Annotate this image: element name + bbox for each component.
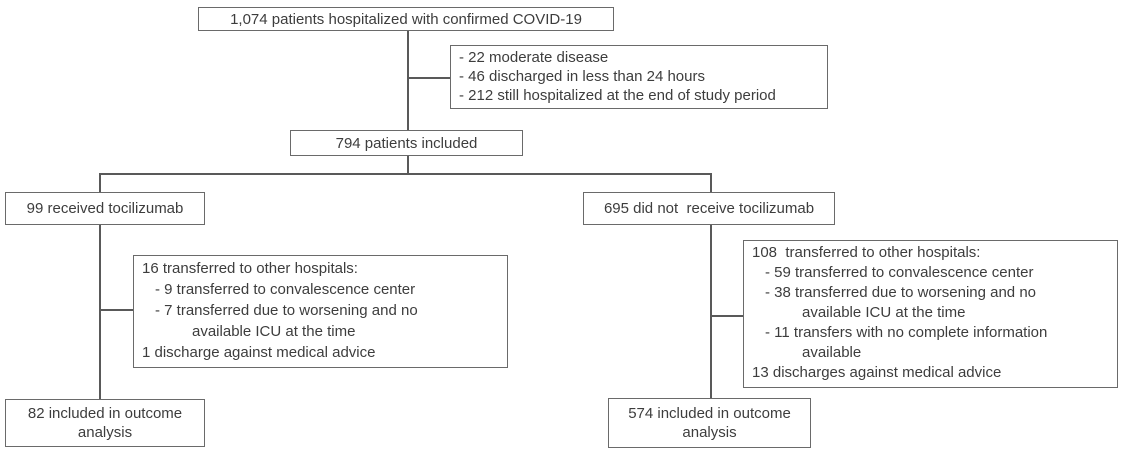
- connector-right-exclusion-horizontal: [710, 315, 743, 317]
- connector-top-vertical: [407, 30, 409, 130]
- exclusion-line: - 212 still hospitalized at the end of s…: [459, 87, 776, 104]
- exclusion-line: 13 discharges against medical advice: [752, 364, 1002, 381]
- included-box-label: 794 patients included: [335, 134, 478, 152]
- exclusion-line: 16 transferred to other hospitals:: [142, 260, 358, 277]
- tocilizumab-box-label: 99 received tocilizumab: [26, 200, 184, 217]
- exclusion-line: available: [802, 344, 862, 361]
- exclusion-top-box: - 22 moderate disease - 46 discharged in…: [450, 45, 828, 109]
- exclusion-line: - 9 transferred to convalescence center: [155, 281, 416, 298]
- connector-left-spine-vertical: [99, 225, 101, 399]
- exclusion-line: 1 discharge against medical advice: [142, 344, 376, 361]
- tocilizumab-outcome-label: 82 included in outcome analysis: [27, 405, 183, 441]
- exclusion-line: - 7 transferred due to worsening and no: [155, 302, 418, 319]
- exclusion-line: - 22 moderate disease: [459, 49, 609, 66]
- no-tocilizumab-outcome-label: 574 included in outcome analysis: [628, 405, 791, 441]
- exclusion-line: - 38 transferred due to worsening and no: [765, 284, 1037, 301]
- connector-included-bottom-vertical: [407, 155, 409, 174]
- exclusion-line: - 11 transfers with no complete informat…: [765, 324, 1048, 341]
- no-tocilizumab-exclusion-box: 108 transferred to other hospitals: - 59…: [743, 240, 1118, 388]
- included-box: 794 patients included: [290, 130, 523, 156]
- exclusion-line: 108 transferred to other hospitals:: [752, 244, 981, 261]
- tocilizumab-box: 99 received tocilizumab: [5, 192, 205, 225]
- connector-left-branch-stub: [99, 173, 101, 192]
- tocilizumab-outcome-box: 82 included in outcome analysis: [5, 399, 205, 447]
- exclusion-line: - 59 transferred to convalescence center: [765, 264, 1034, 281]
- connector-split-horizontal: [99, 173, 711, 175]
- no-tocilizumab-box: 695 did not receive tocilizumab: [583, 192, 835, 225]
- tocilizumab-exclusion-box: 16 transferred to other hospitals: - 9 t…: [133, 255, 508, 368]
- connector-right-spine-vertical: [710, 225, 712, 398]
- connector-left-exclusion-horizontal: [99, 309, 133, 311]
- connector-right-branch-stub: [710, 173, 712, 192]
- no-tocilizumab-outcome-box: 574 included in outcome analysis: [608, 398, 811, 448]
- exclusion-line: - 46 discharged in less than 24 hours: [459, 68, 705, 85]
- exclusion-line: available ICU at the time: [802, 304, 966, 321]
- top-box: 1,074 patients hospitalized with confirm…: [198, 7, 614, 31]
- connector-top-exclusion-horizontal: [408, 77, 450, 79]
- exclusion-line: available ICU at the time: [192, 323, 356, 340]
- no-tocilizumab-box-label: 695 did not receive tocilizumab: [603, 199, 815, 217]
- top-box-label: 1,074 patients hospitalized with confirm…: [230, 10, 582, 28]
